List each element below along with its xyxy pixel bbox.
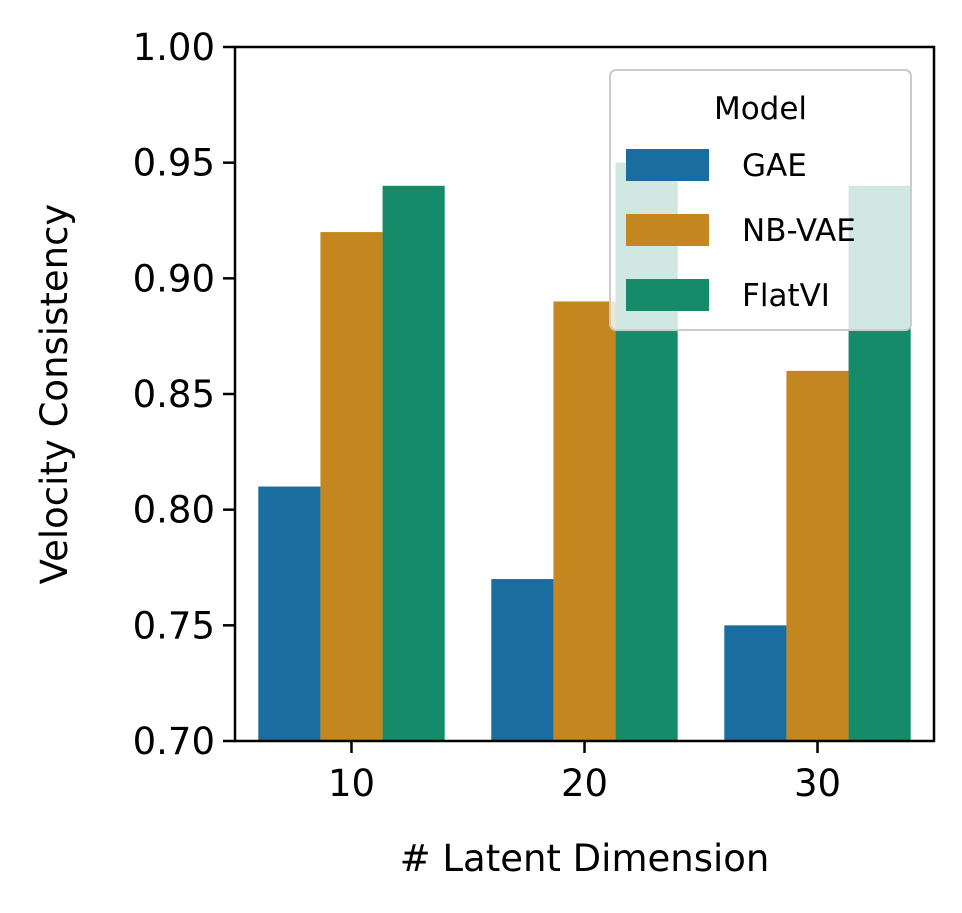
y-tick-label: 0.95 (133, 142, 215, 185)
y-axis-ticks: 0.70 0.75 0.80 0.85 0.90 0.95 1.00 (133, 26, 235, 763)
x-axis-ticks: 10 20 30 (328, 741, 841, 805)
bar-gae-20 (491, 579, 554, 741)
bar-nb-vae-30 (786, 370, 849, 741)
bar-gae-10 (258, 486, 321, 741)
y-tick-label: 0.70 (133, 720, 215, 763)
legend-box (609, 69, 912, 331)
y-tick-label: 0.80 (133, 489, 215, 532)
legend-swatch-flatvi (626, 279, 709, 311)
y-tick-label: 0.75 (133, 604, 215, 647)
legend-items: GAE NB-VAE FlatVI (626, 148, 856, 314)
y-tick-label: 0.90 (133, 257, 215, 300)
bar-gae-30 (724, 625, 787, 741)
x-tick-label: 20 (561, 762, 608, 805)
legend-label-nb-vae: NB-VAE (742, 213, 856, 249)
bar-flatvi-10 (382, 185, 445, 742)
bar-nb-vae-20 (553, 301, 616, 741)
legend: Model GAE NB-VAE FlatVI (609, 69, 912, 331)
y-axis-label: Velocity Consistency (33, 204, 76, 585)
x-tick-label: 30 (794, 762, 841, 805)
y-tick-label: 0.85 (133, 373, 215, 416)
x-tick-label: 10 (328, 762, 375, 805)
legend-swatch-gae (626, 149, 709, 181)
x-axis-label: # Latent Dimension (400, 837, 770, 880)
legend-label-flatvi: FlatVI (742, 278, 830, 314)
bar-nb-vae-10 (320, 232, 383, 742)
legend-swatch-nb-vae (626, 214, 709, 246)
legend-title: Model (714, 91, 807, 127)
y-tick-label: 1.00 (133, 26, 215, 69)
legend-label-gae: GAE (742, 148, 807, 184)
